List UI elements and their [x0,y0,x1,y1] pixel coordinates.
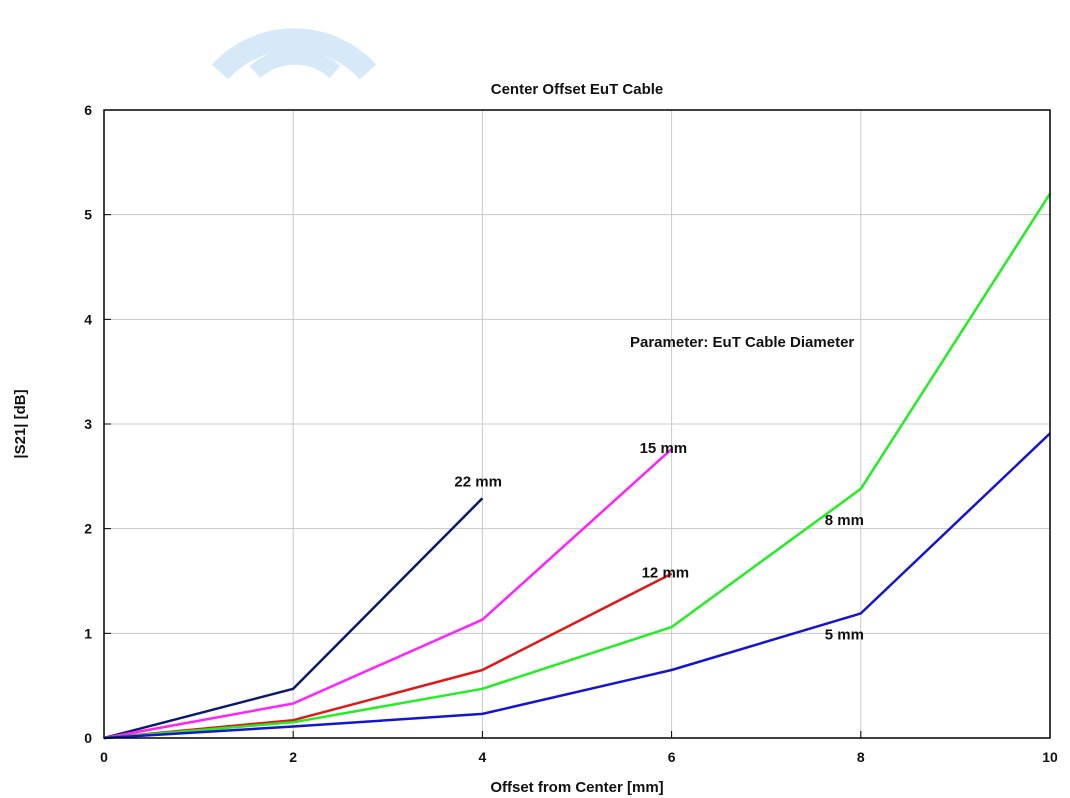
series-label: 5 mm [825,626,864,643]
series-labels: 22 mm 15 mm 12 mm 8 mm 5 mm [454,440,864,643]
tick-labels: 0 2 4 6 8 10 0 1 2 3 4 5 6 [84,102,1058,765]
y-tick-label: 5 [84,207,92,223]
series-line-8-mm [103,193,1052,740]
x-tick-label: 6 [668,749,676,765]
y-tick-label: 0 [84,730,92,746]
x-tick-label: 8 [857,749,865,765]
y-tick-label: 4 [84,311,92,327]
y-tick-label: 3 [84,416,92,432]
x-axis-label: Offset from Center [mm] [490,779,663,796]
grid [103,109,1051,739]
watermark-logo [211,28,377,80]
plot-frame [103,109,1051,739]
y-tick-label: 1 [84,625,92,641]
series-line-22-mm [103,497,484,740]
x-tick-label: 4 [479,749,487,765]
series-line-15-mm [103,448,673,740]
x-tick-label: 0 [100,749,108,765]
parameter-annotation: Parameter: EuT Cable Diameter [630,334,854,351]
series-lines [103,193,1052,740]
chart-title: Center Offset EuT Cable [491,81,664,98]
series-label: 8 mm [825,512,864,529]
series-label: 22 mm [454,473,502,490]
series-label: 15 mm [640,440,688,457]
y-tick-label: 2 [84,521,92,537]
series-label: 12 mm [642,565,690,582]
y-axis-label: |S21| [dB] [12,389,29,458]
y-tick-label: 6 [84,102,92,118]
series-line-5-mm [103,432,1051,740]
x-tick-label: 10 [1042,749,1058,765]
x-tick-label: 2 [289,749,297,765]
